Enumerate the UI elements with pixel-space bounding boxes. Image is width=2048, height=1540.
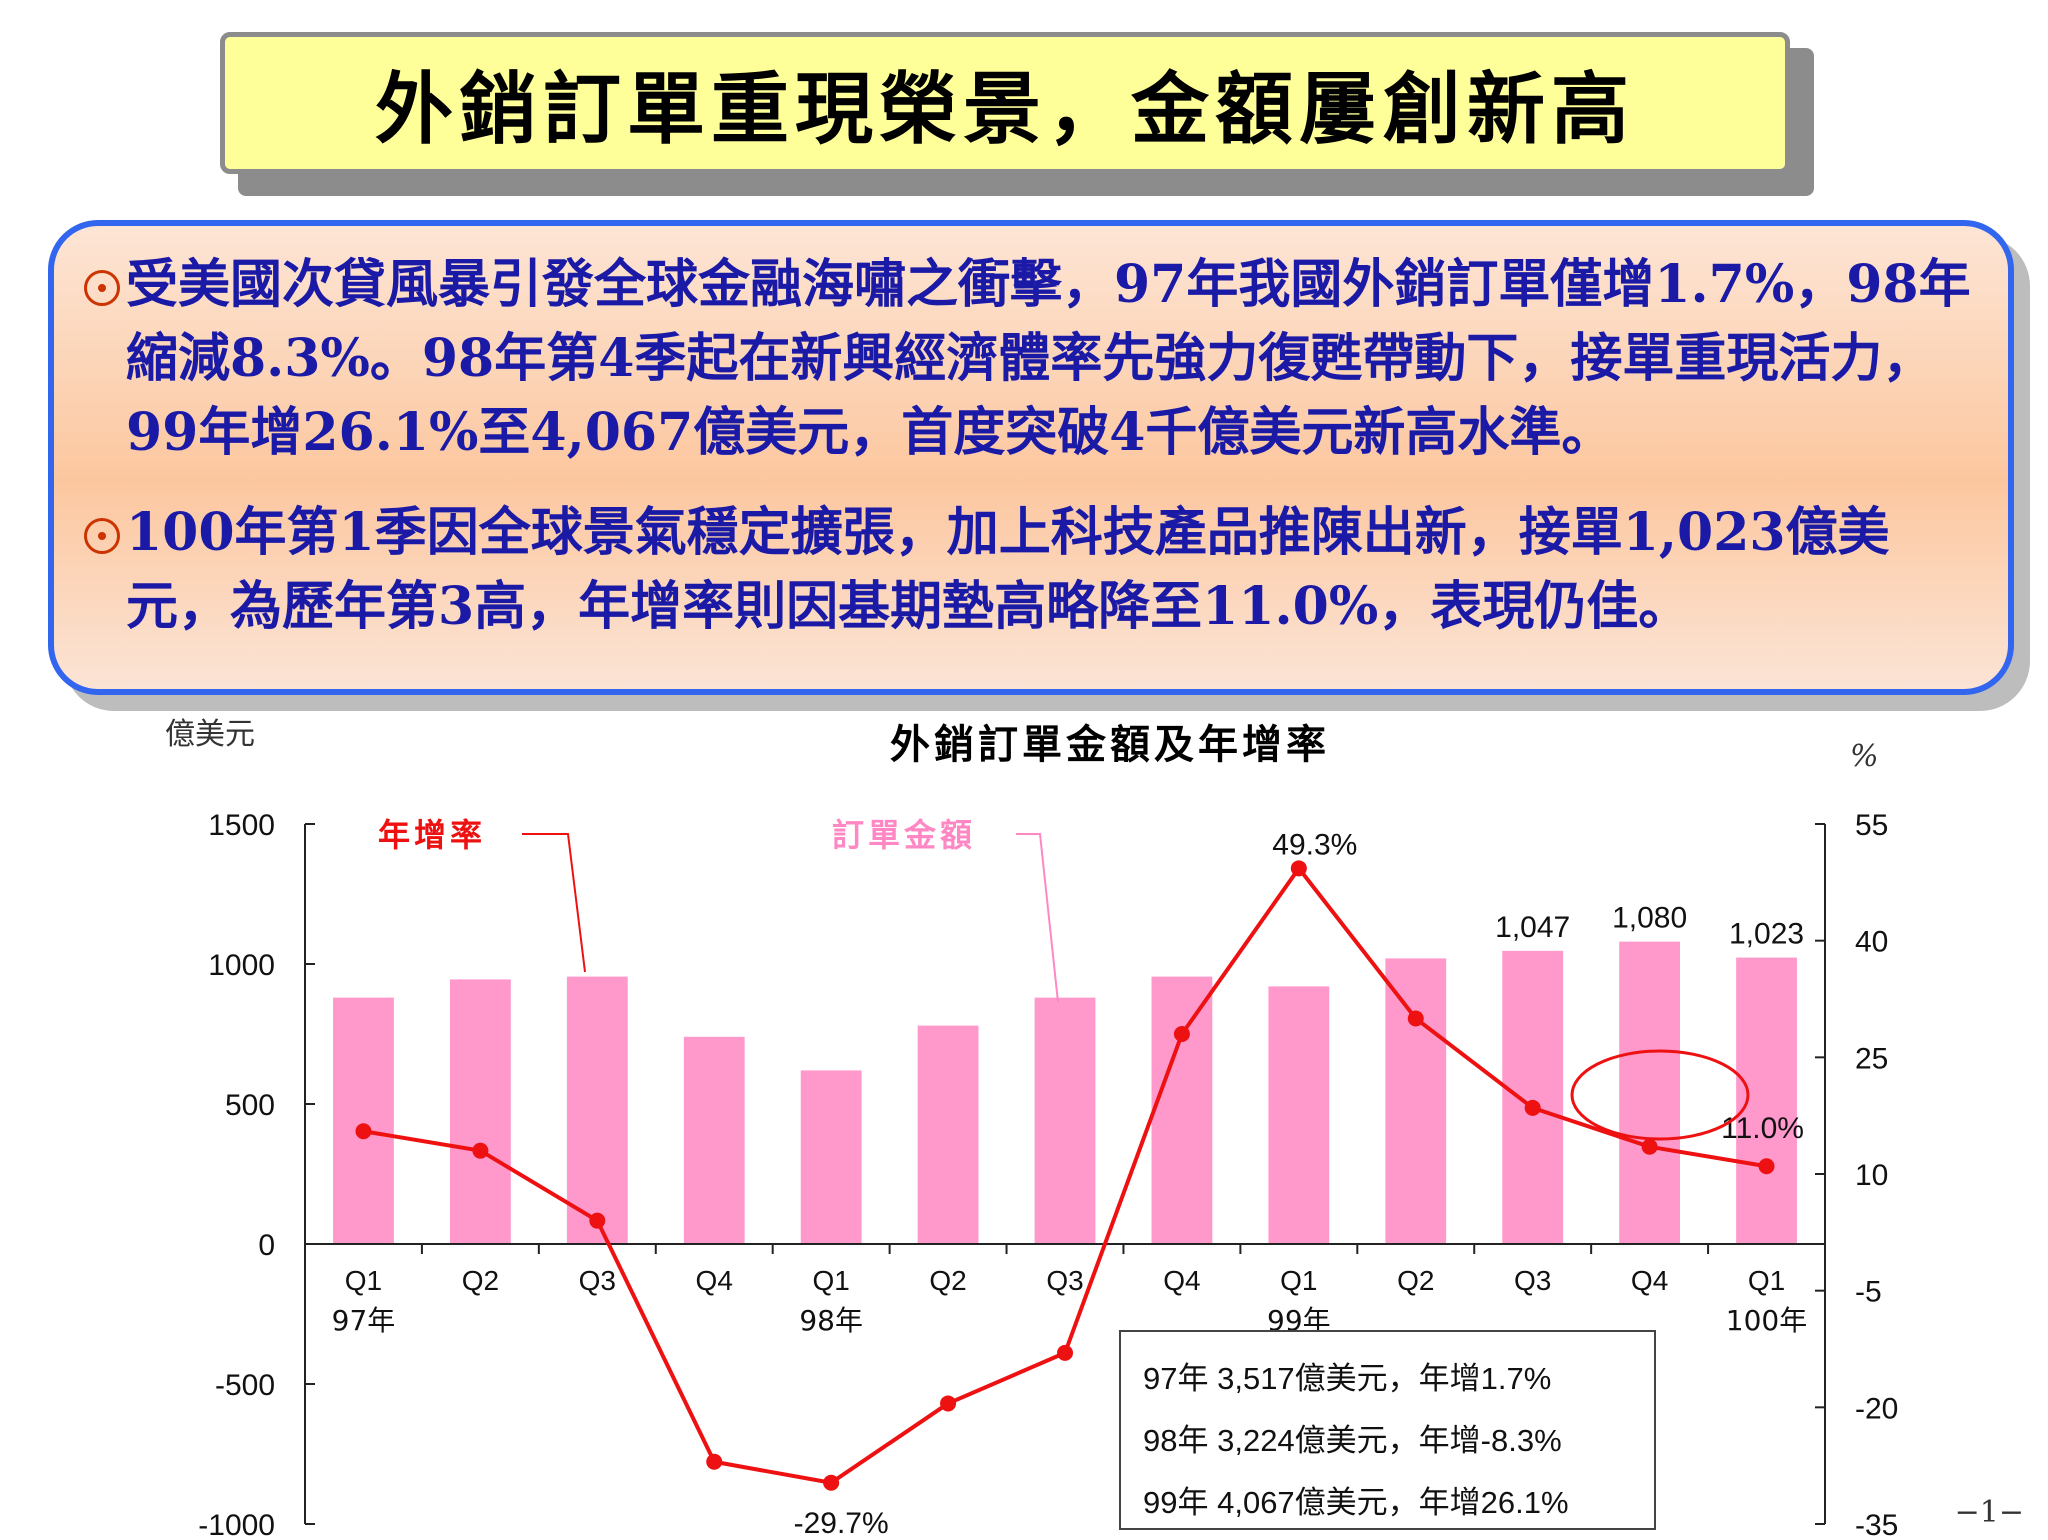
x-tick-label: Q1: [1280, 1265, 1317, 1296]
growth-value-label: 49.3%: [1272, 828, 1357, 861]
summary-bullet-text: 100年第1季因全球景氣穩定擴張，加上科技產品推陳出新，接單1,023億美元，為…: [126, 502, 1890, 637]
annual-note: 98年 3,224億美元，年增-8.3%: [1143, 1423, 1562, 1458]
bar-value-label: 1,047: [1495, 911, 1570, 944]
left-axis-unit: 億美元: [165, 717, 255, 752]
growth-point: [940, 1395, 957, 1412]
annual-notes-box: [1119, 1330, 1656, 1530]
orders-chart: 外銷訂單金額及年增率 億美元 % 1500 1000 500 0 -500 -1000 55…: [165, 717, 1898, 1540]
left-tick-label: 500: [225, 1089, 275, 1122]
page-number: −1−: [1954, 1495, 2024, 1530]
bar: [1385, 958, 1447, 1244]
bar: [917, 1025, 979, 1244]
x-year-label: 100年: [1726, 1304, 1807, 1337]
left-tick-label: 0: [258, 1229, 275, 1262]
left-tick-label: -1000: [198, 1509, 275, 1536]
left-tick-label: 1000: [208, 949, 275, 982]
right-axis-unit: %: [1850, 739, 1879, 774]
x-year-label: 97年: [332, 1304, 396, 1337]
x-year-label: 98年: [799, 1304, 863, 1337]
circle-dot-icon: [84, 270, 120, 306]
x-tick-label: Q4: [696, 1265, 733, 1296]
x-tick-label: Q1: [812, 1265, 849, 1296]
right-tick-label: 55: [1855, 809, 1888, 842]
growth-point: [589, 1212, 606, 1229]
bar: [800, 1070, 862, 1244]
bar: [1736, 957, 1797, 1244]
right-tick-label: -20: [1855, 1392, 1898, 1425]
right-tick-label: -35: [1855, 1509, 1898, 1536]
legend-growth-label: 年增率: [378, 816, 486, 854]
x-tick-label: Q2: [1397, 1265, 1434, 1296]
left-tick-label: -500: [215, 1369, 275, 1402]
legend-amount-label: 訂單金額: [832, 816, 976, 854]
bar: [566, 976, 628, 1244]
bar: [1034, 997, 1096, 1244]
circle-dot-icon: [84, 518, 120, 554]
growth-value-label: -29.7%: [794, 1507, 889, 1536]
legend-growth-leader: [522, 833, 586, 973]
growth-point: [1290, 860, 1307, 877]
bar: [1151, 976, 1213, 1244]
bar: [683, 1036, 745, 1244]
right-tick-label: 40: [1855, 926, 1888, 959]
growth-point: [1173, 1026, 1190, 1042]
growth-point: [1407, 1010, 1424, 1027]
x-tick-label: Q3: [1046, 1265, 1083, 1296]
bar: [1619, 941, 1681, 1244]
chart-area: 外銷訂單金額及年增率 億美元 % 1500 1000 500 0 -500 -1000 55…: [0, 710, 2048, 1540]
bar-value-label: 1,080: [1612, 902, 1687, 935]
x-tick-label: Q4: [1631, 1265, 1668, 1296]
legend-amount-leader: [1016, 833, 1059, 1003]
summary-bullet-text: 受美國次貸風暴引發全球金融海嘯之衝擊，97年我國外銷訂單僅增1.7%，98年縮減…: [126, 254, 1971, 463]
growth-point: [1524, 1099, 1541, 1116]
bar-value-label: 1,023: [1729, 918, 1804, 951]
title-banner: 外銷訂單重現榮景，金額屢創新高: [220, 32, 1790, 174]
growth-point: [1057, 1344, 1073, 1361]
x-tick-label: Q1: [1748, 1265, 1785, 1296]
annual-note: 99年 4,067億美元，年增26.1%: [1143, 1485, 1569, 1520]
x-tick-label: Q2: [929, 1265, 966, 1296]
highlight-ellipse: [1570, 1049, 1750, 1141]
chart-title: 外銷訂單金額及年增率: [890, 721, 1330, 768]
growth-point: [706, 1453, 723, 1470]
growth-value-label: 11.0%: [1721, 1112, 1804, 1145]
bar: [449, 979, 511, 1244]
growth-point: [1641, 1138, 1658, 1155]
bar: [333, 997, 394, 1244]
x-tick-label: Q1: [345, 1265, 382, 1296]
bar: [1268, 986, 1330, 1244]
growth-point: [355, 1123, 372, 1140]
right-tick-label: 25: [1855, 1042, 1888, 1075]
summary-bullet: 100年第1季因全球景氣穩定擴張，加上科技產品推陳出新，接單1,023億美元，為…: [84, 496, 1978, 644]
growth-point: [1758, 1158, 1775, 1175]
x-tick-label: Q3: [1514, 1265, 1551, 1296]
x-tick-label: Q2: [462, 1265, 499, 1296]
summary-panel: 受美國次貸風暴引發全球金融海嘯之衝擊，97年我國外銷訂單僅增1.7%，98年縮減…: [48, 220, 2014, 695]
left-tick-label: 1500: [208, 809, 275, 842]
x-tick-label: Q3: [579, 1265, 616, 1296]
summary-bullet: 受美國次貸風暴引發全球金融海嘯之衝擊，97年我國外銷訂單僅增1.7%，98年縮減…: [84, 248, 1978, 470]
right-tick-label: 10: [1855, 1159, 1888, 1192]
bar: [1502, 950, 1564, 1244]
right-tick-label: -5: [1855, 1276, 1882, 1309]
annual-note: 97年 3,517億美元，年增1.7%: [1143, 1361, 1551, 1396]
growth-point: [472, 1142, 489, 1159]
growth-point: [823, 1474, 840, 1491]
page-title: 外銷訂單重現榮景，金額屢創新高: [374, 64, 1635, 155]
x-tick-label: Q4: [1163, 1265, 1200, 1296]
